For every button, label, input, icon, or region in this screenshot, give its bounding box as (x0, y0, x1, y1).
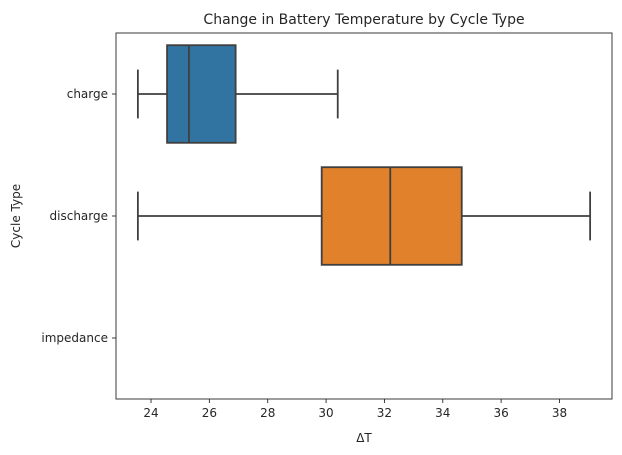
y-tick-label: charge (67, 87, 108, 101)
plot-area-frame (115, 32, 613, 400)
chart-title: Change in Battery Temperature by Cycle T… (203, 12, 524, 28)
x-tick-label: 28 (260, 406, 275, 420)
box-iqr (166, 44, 237, 144)
y-axis-ticks: charge discharge impedance (41, 87, 116, 345)
box-iqr (320, 166, 463, 266)
y-tick-label: discharge (50, 209, 108, 223)
x-tick-label: 38 (552, 406, 567, 420)
x-tick-label: 34 (435, 406, 450, 420)
x-tick-label: 36 (493, 406, 508, 420)
y-tick-label: impedance (41, 331, 108, 345)
x-axis-label: ΔT (356, 431, 372, 445)
x-tick-label: 32 (377, 406, 392, 420)
y-axis-label: Cycle Type (9, 184, 23, 248)
x-tick-label: 30 (318, 406, 333, 420)
x-axis-ticks: 24 26 28 30 32 34 36 38 (143, 399, 567, 420)
box-group (136, 44, 592, 266)
x-tick-label: 26 (202, 406, 217, 420)
box-discharge (136, 166, 592, 266)
box-charge (136, 44, 339, 144)
x-tick-label: 24 (143, 406, 158, 420)
